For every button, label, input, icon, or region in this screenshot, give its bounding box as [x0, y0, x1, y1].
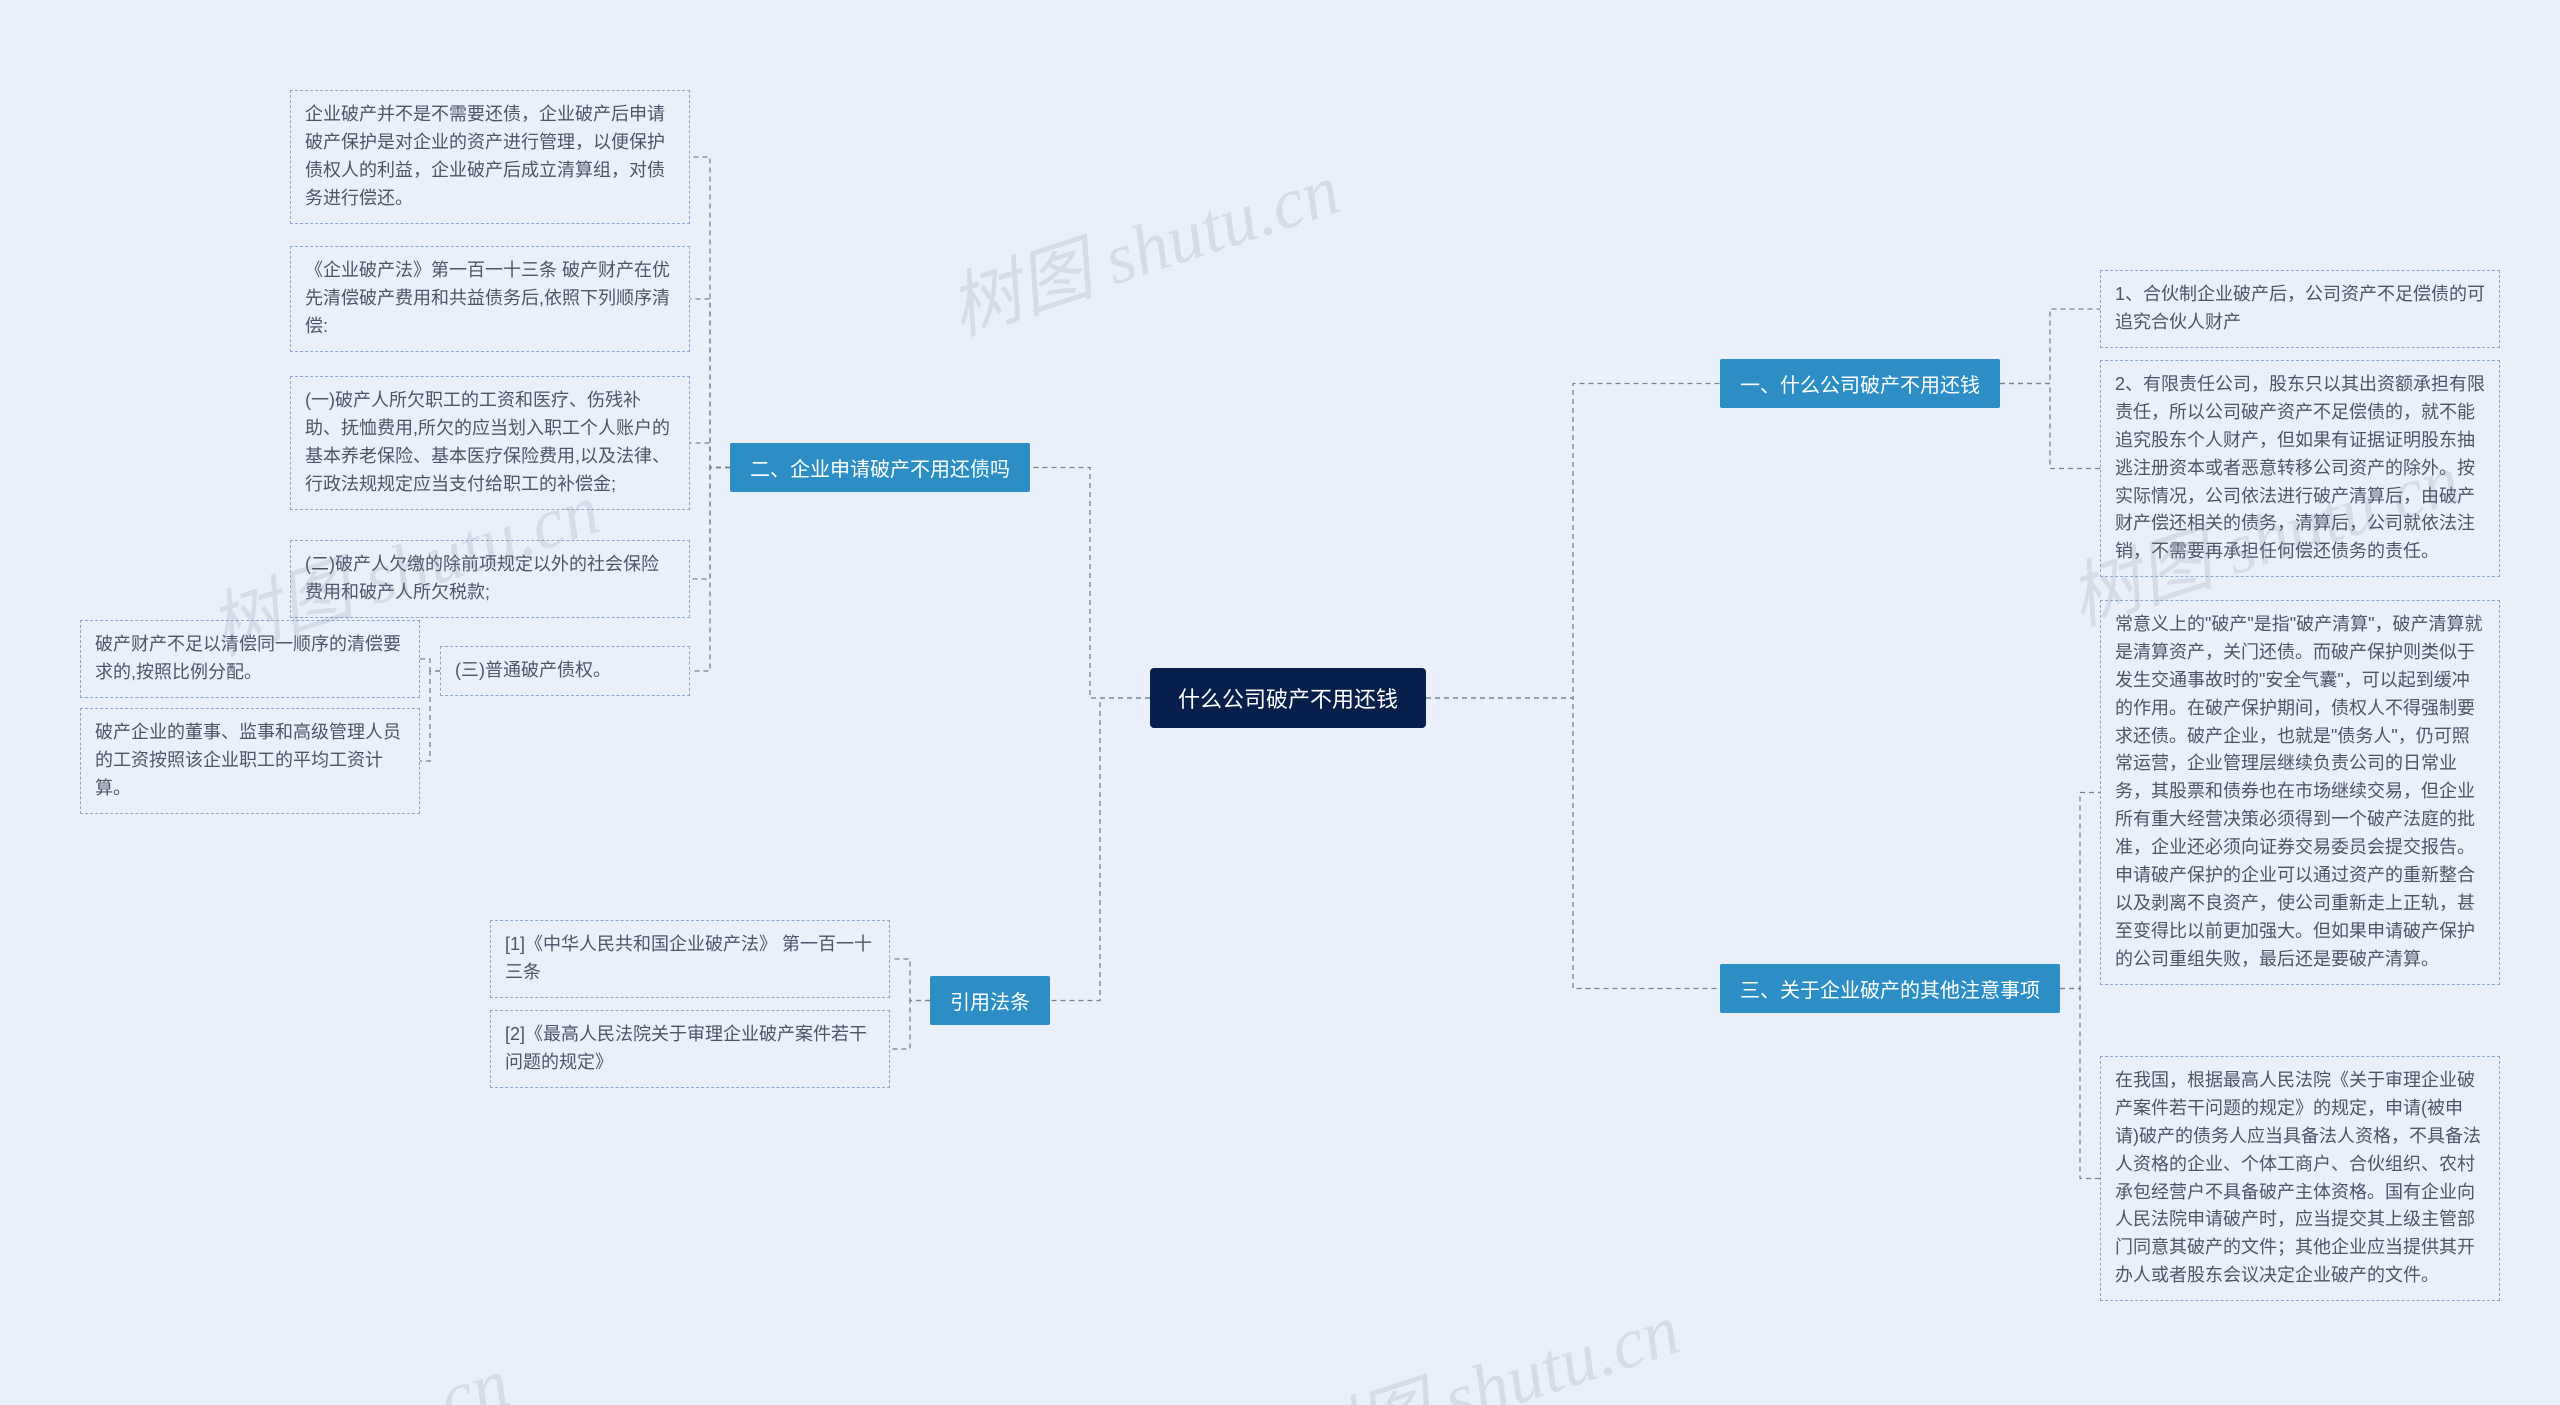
branch-b4: 引用法条	[930, 976, 1050, 1025]
leaf-b1l2: 2、有限责任公司，股东只以其出资额承担有限责任，所以公司破产资产不足偿债的，就不…	[2100, 360, 2500, 577]
watermark: 树图 shutu.cn	[934, 130, 1351, 355]
mindmap-canvas: 什么公司破产不用还钱 一、什么公司破产不用还钱 1、合伙制企业破产后，公司资产不足…	[0, 0, 2560, 1405]
branch-b1: 一、什么公司破产不用还钱	[1720, 359, 2000, 408]
leaf-b2l4: (二)破产人欠缴的除前项规定以外的社会保险费用和破产人所欠税款;	[290, 540, 690, 618]
leaf-b2l3: (一)破产人所欠职工的工资和医疗、伤残补助、抚恤费用,所欠的应当划入职工个人账户…	[290, 376, 690, 510]
branch-b3: 三、关于企业破产的其他注意事项	[1720, 964, 2060, 1013]
watermark: cn	[429, 1342, 519, 1405]
leaf-b2l2: 《企业破产法》第一百一十三条 破产财产在优先清偿破产费用和共益债务后,依照下列顺…	[290, 246, 690, 352]
leaf-b2l5b: 破产企业的董事、监事和高级管理人员的工资按照该企业职工的平均工资计算。	[80, 708, 420, 814]
leaf-b2l5a: 破产财产不足以清偿同一顺序的清偿要求的,按照比例分配。	[80, 620, 420, 698]
leaf-b2l5: (三)普通破产债权。	[440, 646, 690, 696]
branch-b2: 二、企业申请破产不用还债吗	[730, 443, 1030, 492]
leaf-b3l1: 常意义上的"破产"是指"破产清算"，破产清算就是清算资产，关门还债。而破产保护则…	[2100, 600, 2500, 985]
watermark: 树图 shutu.cn	[1274, 1270, 1691, 1405]
leaf-b3l2: 在我国，根据最高人民法院《关于审理企业破产案件若干问题的规定》的规定，申请(被申…	[2100, 1056, 2500, 1301]
leaf-b4l2: [2]《最高人民法院关于审理企业破产案件若干问题的规定》	[490, 1010, 890, 1088]
leaf-b2l1: 企业破产并不是不需要还债，企业破产后申请破产保护是对企业的资产进行管理，以便保护…	[290, 90, 690, 224]
leaf-b1l1: 1、合伙制企业破产后，公司资产不足偿债的可追究合伙人财产	[2100, 270, 2500, 348]
root-node: 什么公司破产不用还钱	[1150, 668, 1426, 728]
leaf-b4l1: [1]《中华人民共和国企业破产法》 第一百一十三条	[490, 920, 890, 998]
